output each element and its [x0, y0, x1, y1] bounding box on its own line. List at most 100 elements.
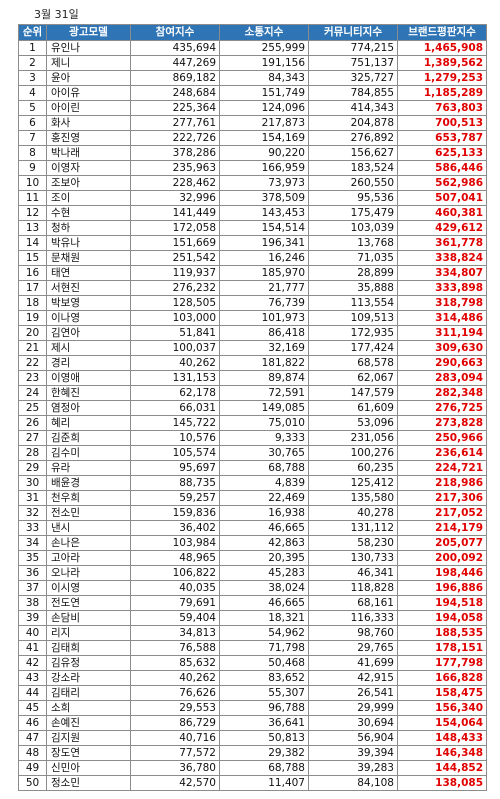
model-name-cell: 염정아 — [46, 400, 131, 416]
communication-cell: 83,652 — [219, 670, 309, 686]
participation-cell: 103,984 — [130, 535, 220, 551]
communication-cell: 45,283 — [219, 565, 309, 581]
rank-cell: 42 — [18, 655, 47, 671]
model-name-cell: 수현 — [46, 205, 131, 221]
community-cell: 95,536 — [308, 190, 398, 206]
table-row: 35 고아라 48,965 20,395 130,733 200,092 — [18, 550, 487, 566]
participation-cell: 869,182 — [130, 70, 220, 86]
header-row: 순위 광고모델 참여지수 소통지수 커뮤니티지수 브랜드평판지수 — [18, 24, 487, 41]
communication-cell: 38,024 — [219, 580, 309, 596]
participation-cell: 88,735 — [130, 475, 220, 491]
rank-cell: 27 — [18, 430, 47, 446]
brand-reputation-cell: 273,828 — [397, 415, 487, 431]
communication-cell: 42,863 — [219, 535, 309, 551]
community-cell: 40,278 — [308, 505, 398, 521]
participation-cell: 36,780 — [130, 760, 220, 776]
communication-cell: 50,468 — [219, 655, 309, 671]
participation-cell: 85,632 — [130, 655, 220, 671]
communication-cell: 16,246 — [219, 250, 309, 266]
brand-reputation-cell: 507,041 — [397, 190, 487, 206]
participation-cell: 128,505 — [130, 295, 220, 311]
rank-cell: 22 — [18, 355, 47, 371]
model-name-cell: 정소민 — [46, 775, 131, 791]
community-cell: 130,733 — [308, 550, 398, 566]
table-row: 36 오나라 106,822 45,283 46,341 198,446 — [18, 565, 487, 581]
model-name-cell: 김지원 — [46, 730, 131, 746]
rank-cell: 44 — [18, 685, 47, 701]
table-row: 43 강소라 40,262 83,652 42,915 166,828 — [18, 670, 487, 686]
table-row: 17 서현진 276,232 21,777 35,888 333,898 — [18, 280, 487, 296]
rank-cell: 8 — [18, 145, 47, 161]
model-name-cell: 손나은 — [46, 535, 131, 551]
brand-reputation-cell: 177,798 — [397, 655, 487, 671]
communication-cell: 54,962 — [219, 625, 309, 641]
brand-reputation-cell: 586,446 — [397, 160, 487, 176]
table-row: 38 전도연 79,691 46,665 68,161 194,518 — [18, 595, 487, 611]
community-cell: 53,096 — [308, 415, 398, 431]
community-cell: 98,760 — [308, 625, 398, 641]
model-name-cell: 박보영 — [46, 295, 131, 311]
table-row: 3 윤아 869,182 84,343 325,727 1,279,253 — [18, 70, 487, 86]
communication-cell: 4,839 — [219, 475, 309, 491]
community-cell: 35,888 — [308, 280, 398, 296]
table-row: 11 조이 32,996 378,509 95,536 507,041 — [18, 190, 487, 206]
rank-cell: 28 — [18, 445, 47, 461]
participation-cell: 105,574 — [130, 445, 220, 461]
model-name-cell: 손담비 — [46, 610, 131, 626]
community-cell: 175,479 — [308, 205, 398, 221]
model-name-cell: 김유정 — [46, 655, 131, 671]
brand-reputation-cell: 218,986 — [397, 475, 487, 491]
community-cell: 131,112 — [308, 520, 398, 536]
table-row: 10 조보아 228,462 73,973 260,550 562,986 — [18, 175, 487, 191]
brand-reputation-cell: 154,064 — [397, 715, 487, 731]
model-name-cell: 이영애 — [46, 370, 131, 386]
table-row: 47 김지원 40,716 50,813 56,904 148,433 — [18, 730, 487, 746]
rank-cell: 14 — [18, 235, 47, 251]
community-cell: 774,215 — [308, 40, 398, 56]
model-name-cell: 조보아 — [46, 175, 131, 191]
rank-cell: 37 — [18, 580, 47, 596]
table-row: 27 김준희 10,576 9,333 231,056 250,966 — [18, 430, 487, 446]
community-cell: 414,343 — [308, 100, 398, 116]
model-name-cell: 청하 — [46, 220, 131, 236]
model-name-cell: 유인나 — [46, 40, 131, 56]
brand-reputation-cell: 283,094 — [397, 370, 487, 386]
table-row: 14 박유나 151,669 196,341 13,768 361,778 — [18, 235, 487, 251]
model-name-cell: 이나영 — [46, 310, 131, 326]
table-row: 31 천우희 59,257 22,469 135,580 217,306 — [18, 490, 487, 506]
rank-cell: 48 — [18, 745, 47, 761]
community-cell: 183,524 — [308, 160, 398, 176]
communication-cell: 30,765 — [219, 445, 309, 461]
brand-reputation-cell: 361,778 — [397, 235, 487, 251]
participation-cell: 145,722 — [130, 415, 220, 431]
community-cell: 41,699 — [308, 655, 398, 671]
brand-reputation-cell: 282,348 — [397, 385, 487, 401]
table-row: 25 염정아 66,031 149,085 61,609 276,725 — [18, 400, 487, 416]
rank-cell: 7 — [18, 130, 47, 146]
participation-cell: 131,153 — [130, 370, 220, 386]
community-cell: 751,137 — [308, 55, 398, 71]
participation-cell: 40,716 — [130, 730, 220, 746]
community-cell: 172,935 — [308, 325, 398, 341]
communication-cell: 18,321 — [219, 610, 309, 626]
rank-cell: 18 — [18, 295, 47, 311]
communication-cell: 71,798 — [219, 640, 309, 656]
rank-cell: 25 — [18, 400, 47, 416]
community-cell: 100,276 — [308, 445, 398, 461]
communication-cell: 46,665 — [219, 595, 309, 611]
brand-reputation-cell: 562,986 — [397, 175, 487, 191]
rank-cell: 35 — [18, 550, 47, 566]
brand-reputation-cell: 250,966 — [397, 430, 487, 446]
rank-cell: 6 — [18, 115, 47, 131]
participation-cell: 59,257 — [130, 490, 220, 506]
rank-cell: 19 — [18, 310, 47, 326]
participation-cell: 228,462 — [130, 175, 220, 191]
table-row: 8 박나래 378,286 90,220 156,627 625,133 — [18, 145, 487, 161]
participation-cell: 76,626 — [130, 685, 220, 701]
rank-cell: 15 — [18, 250, 47, 266]
communication-cell: 217,873 — [219, 115, 309, 131]
community-cell: 28,899 — [308, 265, 398, 281]
brand-reputation-cell: 318,798 — [397, 295, 487, 311]
model-name-cell: 윤아 — [46, 70, 131, 86]
brand-reputation-cell: 334,807 — [397, 265, 487, 281]
